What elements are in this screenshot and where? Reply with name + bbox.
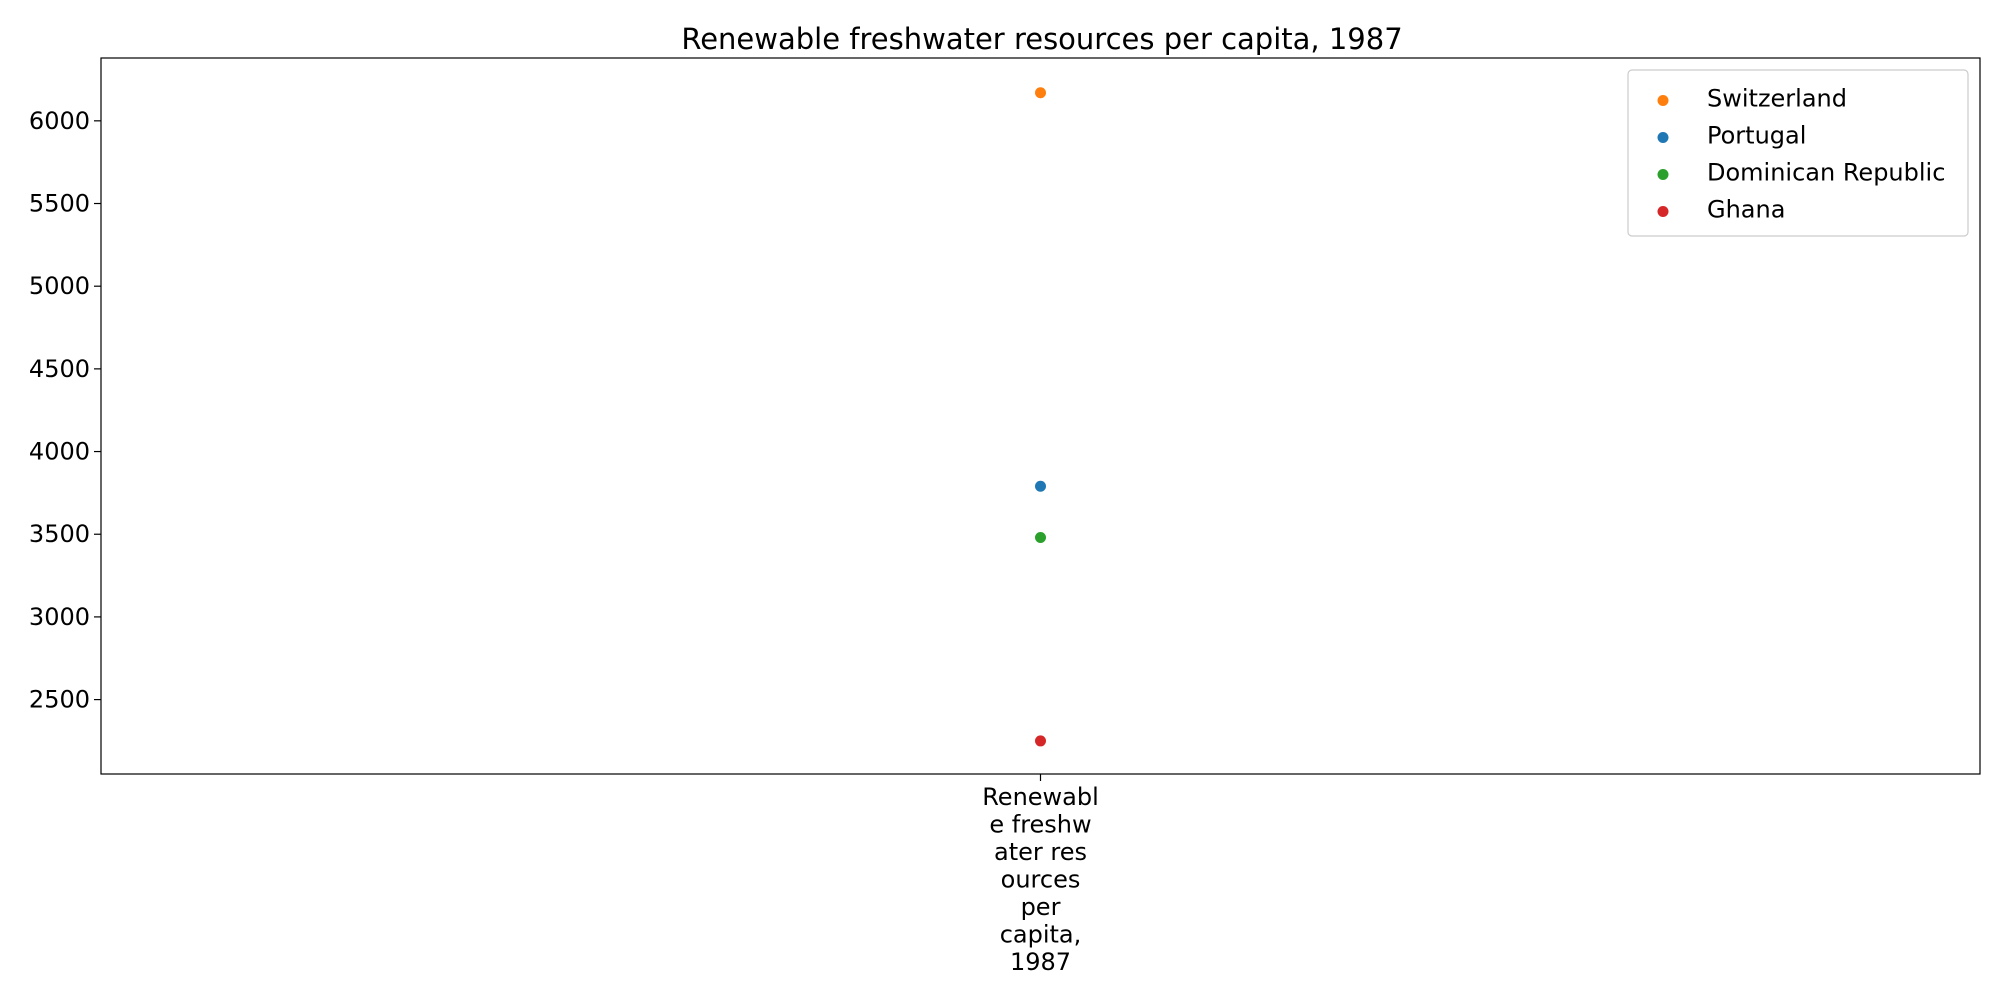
legend-marker: [1657, 95, 1669, 106]
point-portugal: [1035, 480, 1046, 492]
data-points: [1035, 87, 1046, 747]
legend-label: Portugal: [1707, 122, 1806, 150]
legend-label: Ghana: [1707, 196, 1785, 224]
x-axis: Renewabl e freshw ater res ources per capita,…: [982, 774, 1099, 976]
y-tick-label: 3500: [29, 520, 90, 548]
y-tick-label: 4000: [29, 438, 90, 466]
legend: Switzerland Portugal Dominican Republic Gha…: [1627, 69, 1969, 237]
y-tick-label: 2500: [29, 686, 90, 714]
y-tick-label: 5000: [29, 272, 90, 300]
legend-label: Dominican Republic: [1707, 159, 1945, 187]
y-axis: 2500 3000 3500 4000 4500 5000 5500 6000: [29, 107, 101, 714]
legend-marker: [1657, 206, 1669, 217]
point-switzerland: [1035, 87, 1046, 99]
point-dominican-republic: [1035, 532, 1046, 544]
legend-frame: [1627, 69, 1969, 237]
chart-title: Renewable freshwater resources per capit…: [681, 22, 1402, 56]
legend-marker: [1657, 132, 1669, 143]
legend-marker: [1657, 169, 1669, 180]
point-ghana: [1035, 735, 1046, 747]
y-tick-label: 4500: [29, 355, 90, 383]
y-tick-label: 3000: [29, 603, 90, 631]
y-tick-label: 6000: [29, 107, 90, 135]
y-tick-label: 5500: [29, 190, 90, 218]
legend-label: Switzerland: [1707, 85, 1847, 113]
x-category-label: Renewabl e freshw ater res ources per capita,…: [982, 783, 1099, 976]
